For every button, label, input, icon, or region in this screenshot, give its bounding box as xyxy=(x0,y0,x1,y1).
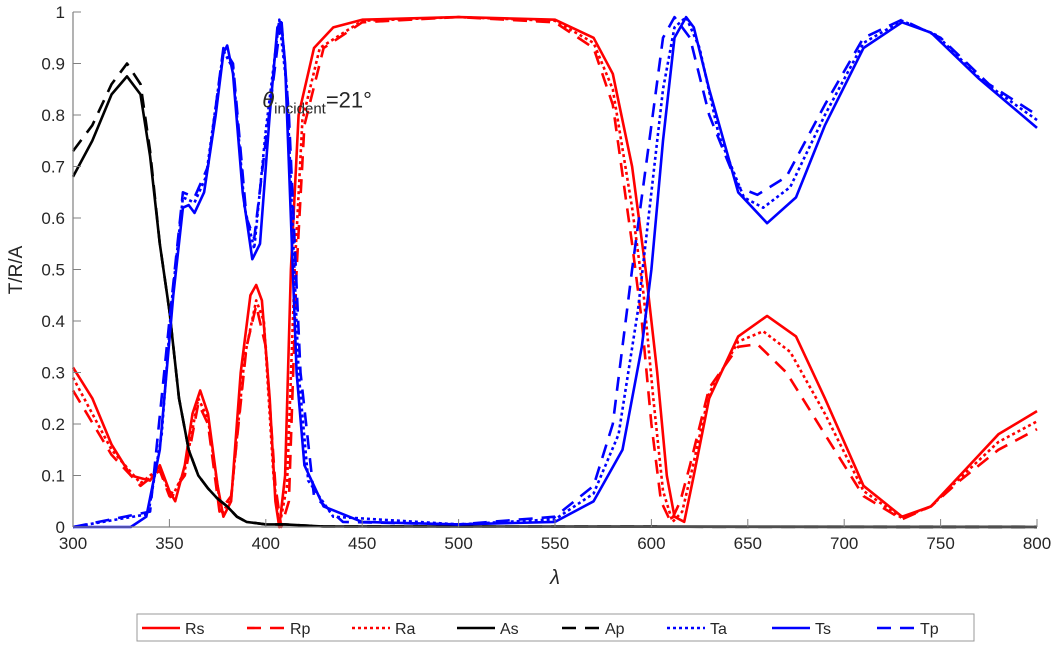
y-tick-label: 1 xyxy=(56,3,65,22)
y-tick-label: 0.4 xyxy=(41,312,65,331)
x-axis-label: λ xyxy=(549,567,560,589)
x-tick-label: 800 xyxy=(1023,534,1051,553)
legend-item-Ra: Ra xyxy=(352,621,416,638)
annotation-subscript: incident xyxy=(274,101,327,118)
legend-label: As xyxy=(500,621,519,638)
legend-item-Tp: Tp xyxy=(877,621,939,638)
x-tick-label: 550 xyxy=(541,534,569,553)
x-tick-label: 350 xyxy=(155,534,183,553)
y-tick-label: 0 xyxy=(56,518,65,537)
legend-label: Ts xyxy=(815,621,831,638)
x-tick-label: 300 xyxy=(59,534,87,553)
legend-item-As: As xyxy=(457,621,519,638)
x-tick-label: 400 xyxy=(252,534,280,553)
x-tick-label: 650 xyxy=(734,534,762,553)
y-tick-label: 0.5 xyxy=(41,261,65,280)
y-tick-label: 0.6 xyxy=(41,209,65,228)
legend-label: Ta xyxy=(710,621,727,638)
x-tick-label: 500 xyxy=(444,534,472,553)
legend-item-Rp: Rp xyxy=(247,621,311,638)
y-tick-label: 0.2 xyxy=(41,415,65,434)
legend-label: Ap xyxy=(605,621,625,638)
legend-label: Tp xyxy=(920,621,939,638)
legend-label: Rs xyxy=(185,621,205,638)
series-line-Rp xyxy=(71,15,1038,529)
series-layer xyxy=(71,15,1038,529)
legend-item-Ts: Ts xyxy=(772,621,831,638)
y-tick-label: 0.9 xyxy=(41,55,65,74)
legend-item-Rs: Rs xyxy=(142,621,205,638)
legend-label: Rp xyxy=(290,621,311,638)
annotation: θincident=21° xyxy=(262,88,372,118)
annotation-suffix: =21° xyxy=(326,88,372,113)
series-line-Ap xyxy=(71,62,1038,529)
x-tick-label: 700 xyxy=(830,534,858,553)
legend: Rs Rp Ra As Ap Ta Ts Tp xyxy=(136,613,975,642)
series-line-Ts xyxy=(73,15,1038,529)
y-tick-label: 0.8 xyxy=(41,106,65,125)
x-tick-label: 450 xyxy=(348,534,376,553)
annotation-theta: θ xyxy=(262,88,274,113)
legend-box xyxy=(136,613,975,642)
y-tick-label: 0.1 xyxy=(41,467,65,486)
x-tick-label: 600 xyxy=(637,534,665,553)
x-tick-label: 750 xyxy=(926,534,954,553)
y-axis-label: T/R/A xyxy=(6,245,27,294)
y-tick-label: 0.7 xyxy=(41,158,65,177)
y-tick-label: 0.3 xyxy=(41,364,65,383)
axes: 300 350 400 450 500 550 600 650 700 750 800 0 0.1 0.2… xyxy=(41,3,1051,553)
legend-item-Ta: Ta xyxy=(667,621,727,638)
series-line-Tp xyxy=(72,15,1038,529)
series-line-Ra xyxy=(71,15,1038,529)
legend-label: Ra xyxy=(395,621,416,638)
series-line-As xyxy=(71,75,1038,529)
legend-item-Ap: Ap xyxy=(562,621,625,638)
